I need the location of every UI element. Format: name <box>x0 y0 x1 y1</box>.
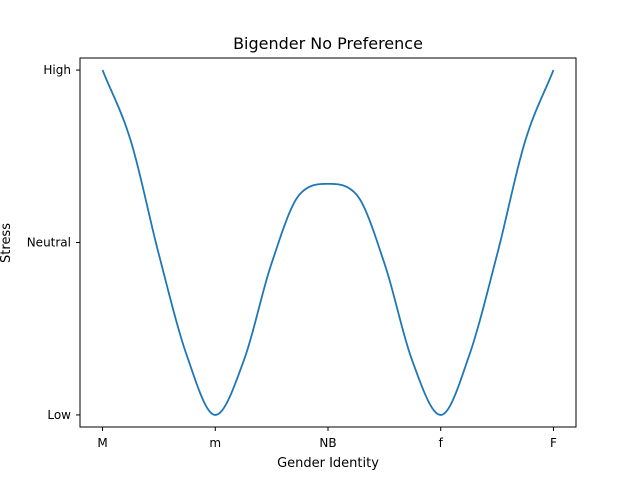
chart-title: Bigender No Preference <box>233 34 423 53</box>
x-tick-label: M <box>97 436 107 450</box>
y-axis-label: Stress <box>0 223 14 263</box>
x-tick-label: NB <box>319 436 336 450</box>
x-tick-label: m <box>209 436 221 450</box>
y-tick-label: Neutral <box>27 236 71 250</box>
x-tick-label: f <box>439 436 444 450</box>
x-axis-label: Gender Identity <box>277 456 379 471</box>
y-tick-label: Low <box>47 408 71 422</box>
x-tick-label: F <box>550 436 557 450</box>
y-axis-ticks: Low Neutral High <box>27 63 80 422</box>
stress-curve <box>101 69 555 416</box>
y-tick-label: High <box>43 63 71 77</box>
